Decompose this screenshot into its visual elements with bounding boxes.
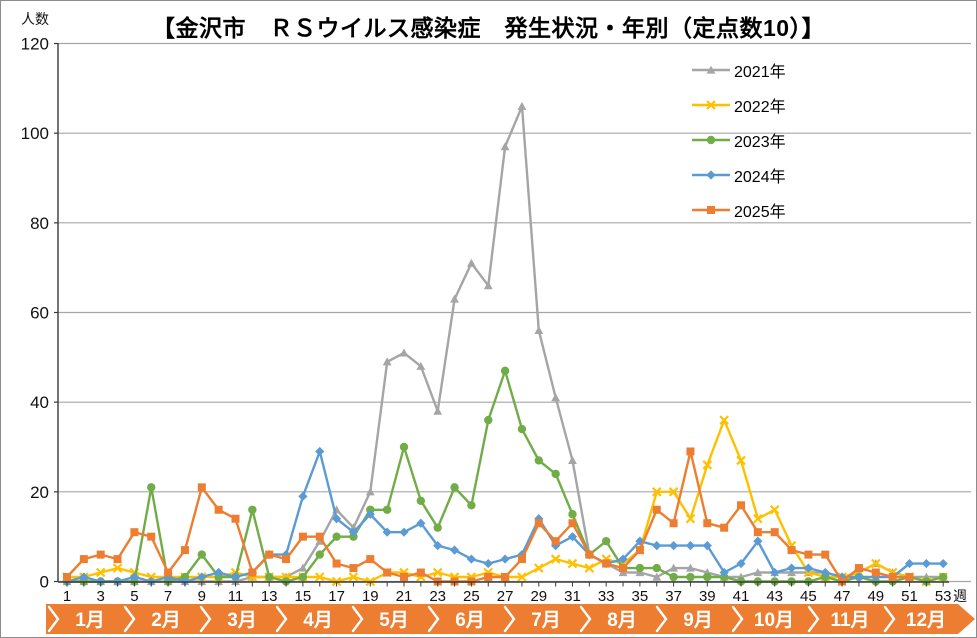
legend-item-2023年: 2023年 (691, 129, 786, 151)
legend-marker-circle-icon (692, 135, 730, 145)
svg-text:29: 29 (530, 588, 547, 605)
month-separator-chevron (351, 605, 364, 633)
month-band-label: 7月 (531, 610, 561, 631)
month-band-label: 9月 (683, 610, 713, 631)
month-band-label: 5月 (379, 610, 409, 631)
svg-text:11: 11 (228, 588, 244, 605)
svg-text:3: 3 (97, 588, 105, 605)
month-band-label: 8月 (607, 610, 637, 631)
legend-label: 2021年 (734, 64, 786, 81)
month-separator-chevron (503, 605, 516, 633)
month-band-label: 6月 (455, 610, 485, 631)
svg-text:35: 35 (632, 588, 649, 605)
legend-item-2024年: 2024年 (691, 164, 786, 186)
x-axis-tick-labels: 1 3 5 7 9 11 13 15 17 19 21 23 25 27 29 31 33 35 37 39 41 43 4… (63, 588, 952, 605)
svg-text:31: 31 (564, 588, 581, 605)
svg-text:25: 25 (463, 588, 480, 605)
svg-text:33: 33 (598, 588, 615, 605)
chart-title: 【金沢市 ＲＳウイルス感染症 発生状況・年別（定点数10）】 (151, 15, 826, 41)
svg-text:23: 23 (429, 588, 446, 605)
axes (54, 42, 949, 587)
svg-text:17: 17 (328, 588, 345, 605)
svg-text:51: 51 (901, 588, 918, 605)
svg-text:7: 7 (164, 588, 172, 605)
y-axis-tick-labels: 0 20 40 60 80 100 120 (21, 35, 49, 592)
svg-text:47: 47 (834, 588, 851, 605)
svg-text:45: 45 (800, 588, 817, 605)
month-separator-chevron (123, 605, 136, 633)
svg-text:37: 37 (665, 588, 682, 605)
svg-text:100: 100 (21, 124, 49, 143)
legend-item-2025年: 2025年 (691, 199, 786, 221)
legend-label: 2023年 (734, 134, 786, 151)
series-2023年 (62, 366, 948, 586)
legend-label: 2022年 (734, 99, 786, 116)
month-separator-chevron (731, 605, 744, 633)
month-band-label: 1月 (75, 610, 105, 631)
month-band-label: 11月 (830, 610, 869, 631)
svg-text:13: 13 (261, 588, 278, 605)
month-separator-chevron (655, 605, 668, 633)
month-separator-chevron (275, 605, 288, 633)
month-separator-chevron (883, 605, 896, 633)
svg-text:43: 43 (766, 588, 783, 605)
month-separator-chevron (427, 605, 440, 633)
svg-text:40: 40 (30, 393, 49, 412)
legend-marker-square-icon (692, 206, 730, 214)
svg-text:41: 41 (733, 588, 750, 605)
svg-text:15: 15 (295, 588, 312, 605)
month-separator-chevron (47, 605, 60, 633)
legend-marker-x-icon (692, 100, 730, 110)
month-band-label: 3月 (227, 610, 257, 631)
svg-text:5: 5 (130, 588, 138, 605)
svg-text:39: 39 (699, 588, 716, 605)
svg-text:0: 0 (40, 573, 49, 592)
legend-item-2022年: 2022年 (691, 94, 786, 116)
svg-text:19: 19 (362, 588, 379, 605)
month-separator-chevron (579, 605, 592, 633)
svg-text:120: 120 (21, 35, 49, 54)
legend-marker-diamond-icon (692, 170, 730, 180)
month-separator-chevron (199, 605, 212, 633)
legend-marker-triangle-icon (692, 65, 730, 74)
svg-text:60: 60 (30, 304, 49, 323)
legend-label: 2025年 (734, 204, 786, 221)
legend-label: 2024年 (734, 169, 786, 186)
month-band-label: 10月 (754, 610, 794, 631)
month-band-label: 12月 (906, 610, 946, 631)
x-axis-unit-label: 週 (953, 588, 967, 604)
svg-text:27: 27 (497, 588, 514, 605)
svg-text:21: 21 (396, 588, 413, 605)
month-band: 1月 2月 3月 4月 5月 6月 7月 8月 9月 10月 11月 12月 (46, 604, 975, 634)
svg-text:1: 1 (63, 588, 71, 605)
svg-text:9: 9 (198, 588, 206, 605)
y-axis-unit-label: 人数 (21, 11, 49, 27)
legend-item-2021年: 2021年 (691, 59, 786, 81)
month-band-label: 2月 (151, 610, 181, 631)
month-separator-chevron (807, 605, 820, 633)
svg-text:53: 53 (935, 588, 952, 605)
month-band-label: 4月 (303, 610, 333, 631)
svg-text:49: 49 (867, 588, 884, 605)
svg-text:80: 80 (30, 214, 49, 233)
chart-legend: 2021年 2022年 2023年 2024年 2025年 (691, 59, 786, 221)
svg-text:20: 20 (30, 483, 49, 502)
